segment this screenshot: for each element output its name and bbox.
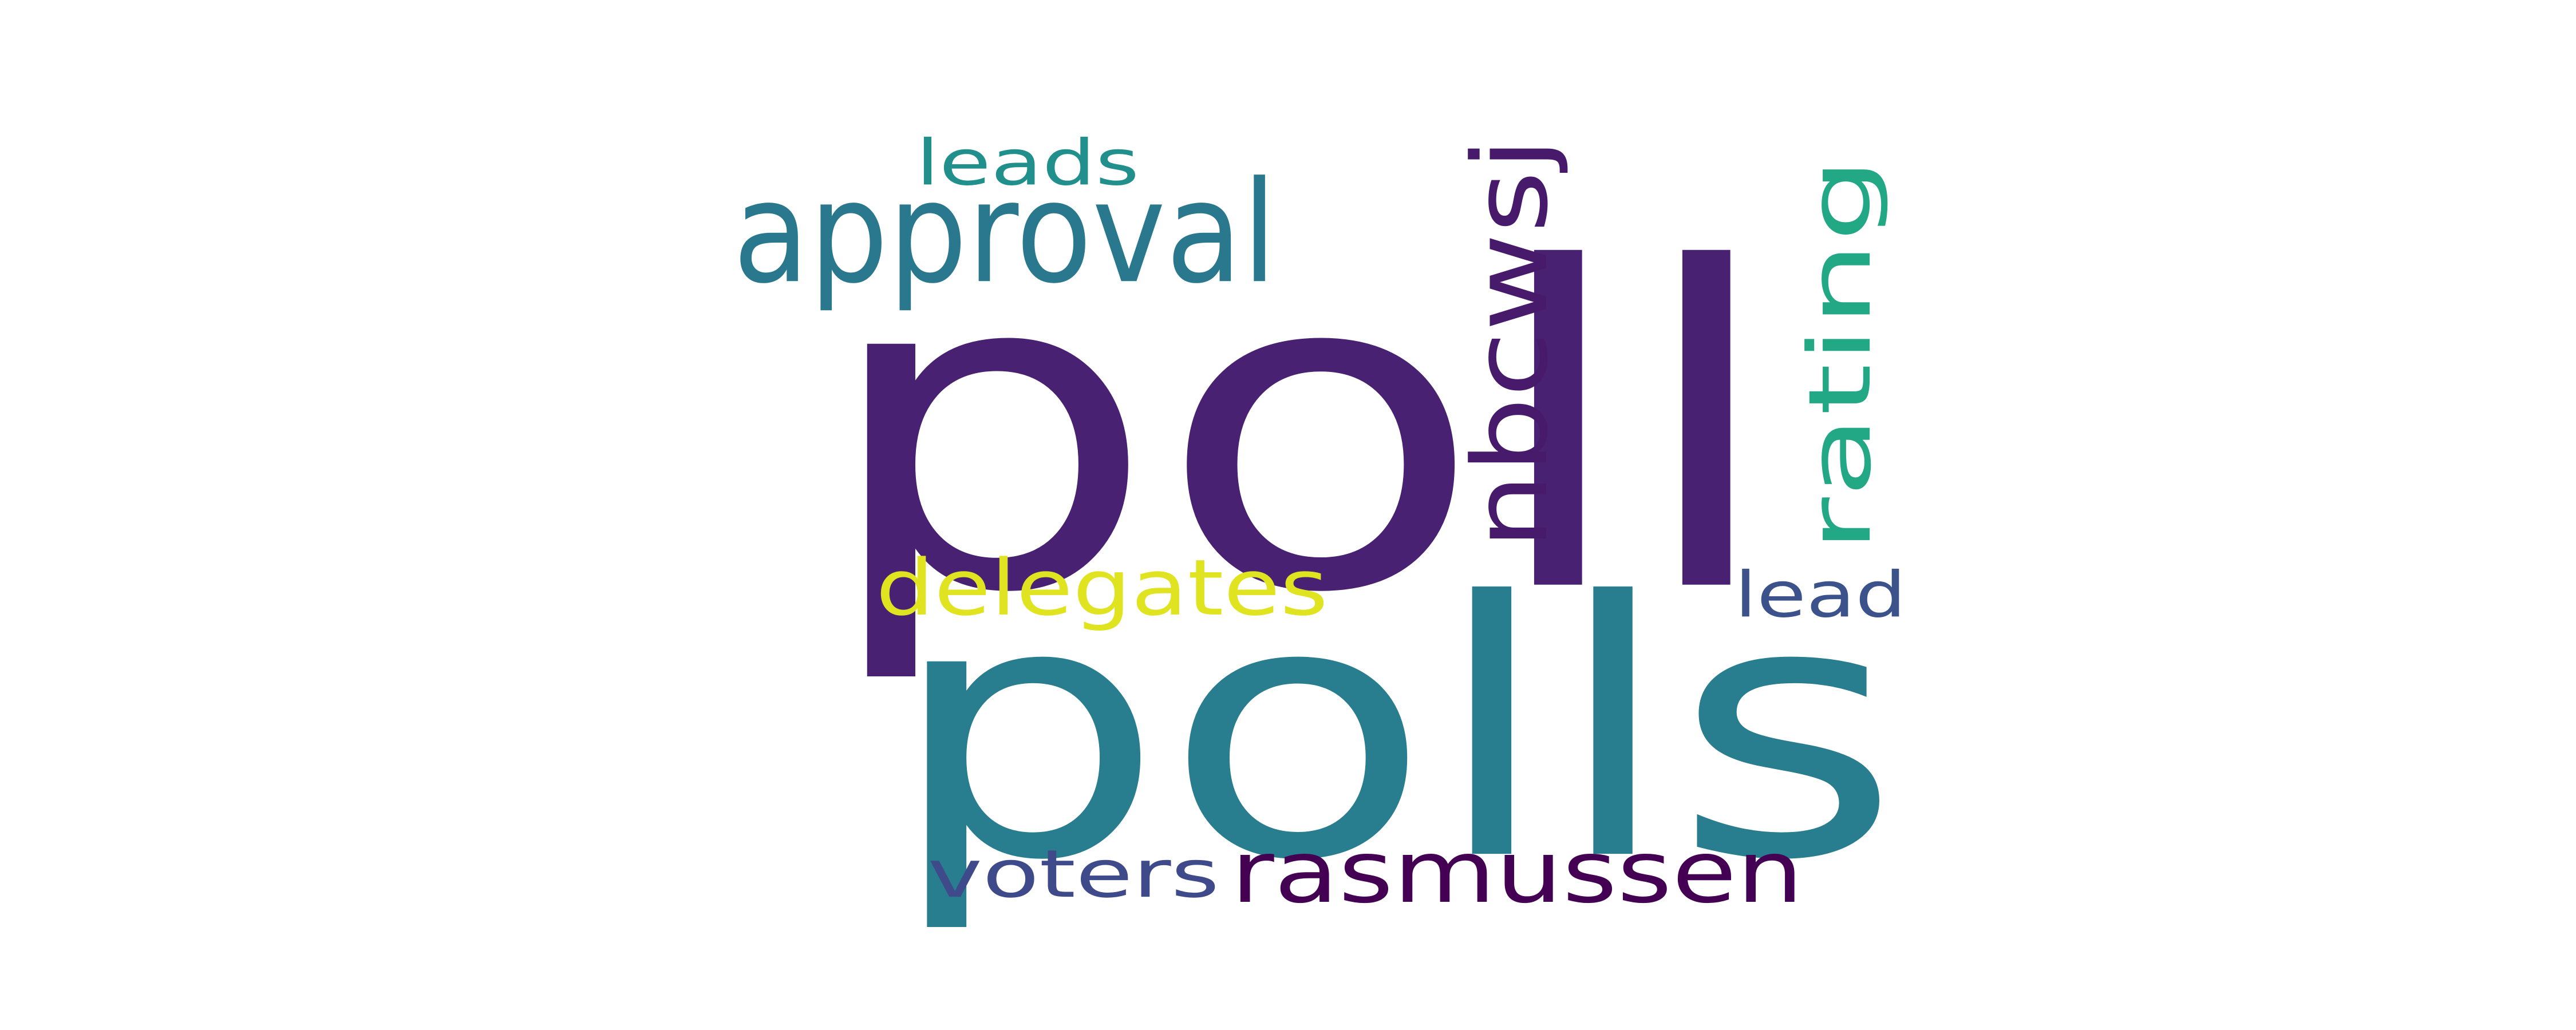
word-leads: leads (915, 126, 1139, 200)
word-delegates: delegates (876, 542, 1328, 633)
word-rating: rating (1789, 157, 1891, 552)
word-polls: polls (887, 526, 1901, 938)
word-rasmussen: rasmussen (1230, 822, 1803, 922)
word-lead: lead (1735, 558, 1906, 632)
word-poll: poll (818, 175, 1780, 691)
word-approval: approval (732, 150, 1277, 315)
word-voters: voters (927, 835, 1219, 913)
word-nbcwsj: nbcwsj (1450, 137, 1571, 550)
